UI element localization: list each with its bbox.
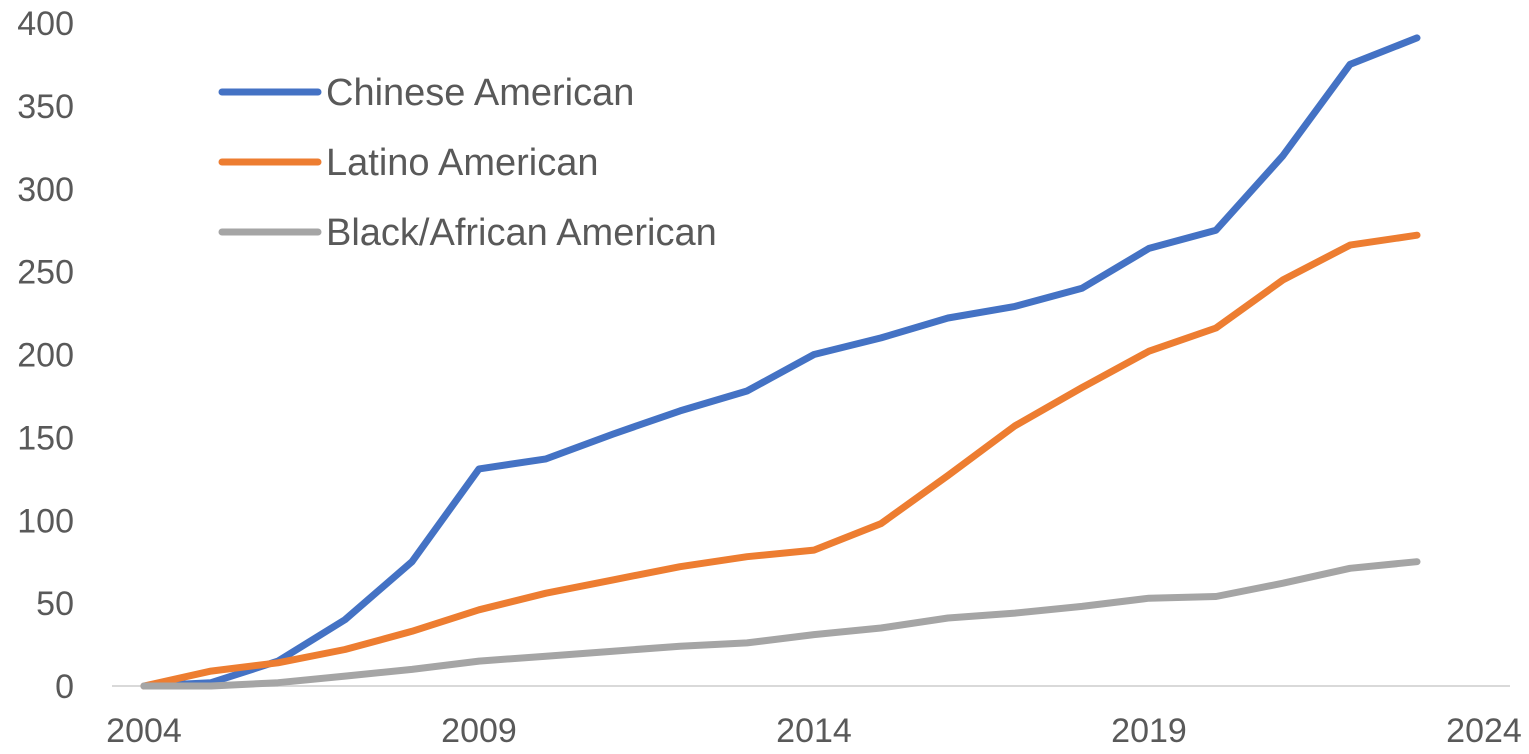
y-tick-label: 400 (17, 5, 74, 43)
legend-label: Black/African American (326, 212, 717, 254)
series-line-chinese-american (140, 34, 1421, 690)
legend: Chinese American Latino American Black/Afr… (218, 72, 717, 254)
series-line-latino-american (140, 231, 1421, 690)
y-axis-ticks: 0 50 100 150 200 250 300 350 400 (17, 5, 74, 706)
y-tick-label: 250 (17, 254, 74, 292)
x-tick-label: 2004 (106, 712, 182, 750)
y-tick-label: 100 (17, 502, 74, 540)
series-line-black-african-american (140, 558, 1421, 690)
legend-label: Latino American (326, 142, 599, 184)
x-axis-ticks: 2004 2009 2014 2019 2024 (106, 712, 1522, 750)
y-tick-label: 300 (17, 171, 74, 209)
series-lines (140, 34, 1421, 690)
x-tick-label: 2009 (441, 712, 517, 750)
y-tick-label: 50 (36, 585, 74, 623)
y-tick-label: 150 (17, 419, 74, 457)
y-tick-label: 350 (17, 88, 74, 126)
x-tick-label: 2014 (776, 712, 852, 750)
y-tick-label: 0 (55, 668, 74, 706)
legend-label: Chinese American (326, 72, 634, 114)
x-tick-label: 2024 (1446, 712, 1522, 750)
x-tick-label: 2019 (1111, 712, 1187, 750)
y-tick-label: 200 (17, 337, 74, 375)
